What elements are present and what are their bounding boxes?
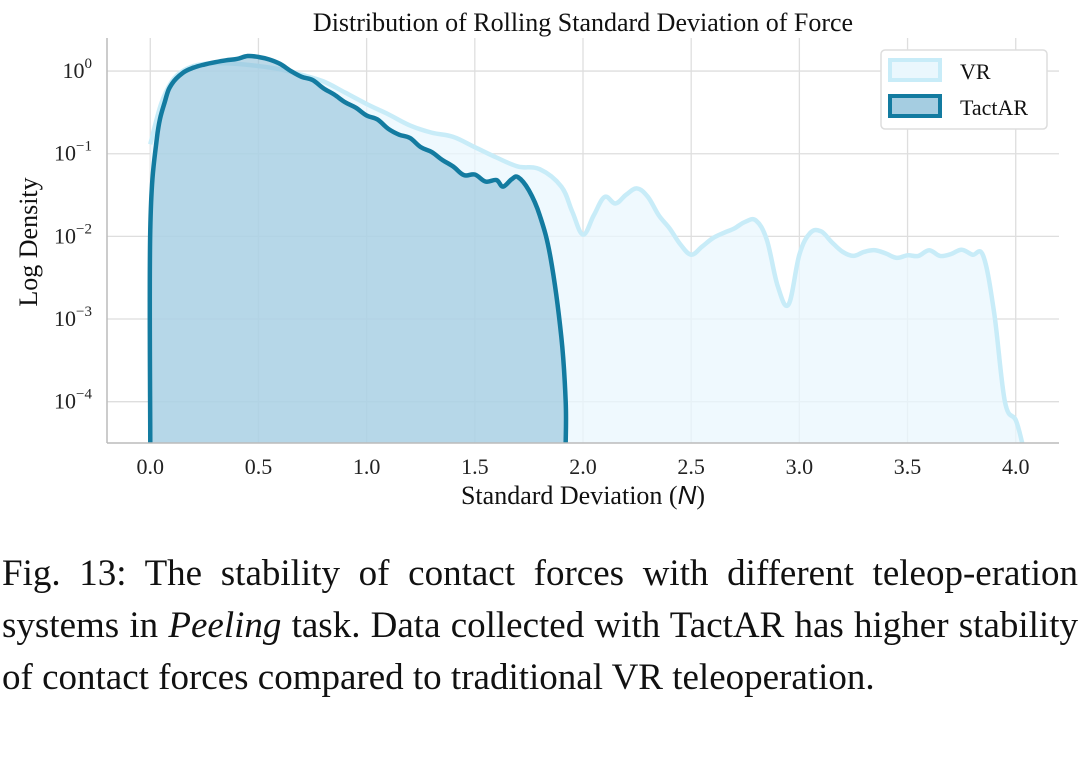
y-tick-exponent: −2 [76, 221, 92, 237]
chart-title: Distribution of Rolling Standard Deviati… [313, 8, 853, 37]
x-tick-label: 1.5 [461, 454, 489, 479]
chart-figure: 0.0 0.5 1.0 1.5 2.0 2.5 3.0 3.5 4.0 100 10−1 10−2 1… [14, 8, 1059, 510]
y-tick-label: 10−1 [54, 139, 92, 166]
x-tick-label: 0.0 [137, 454, 165, 479]
legend-label-vr: VR [960, 59, 991, 84]
x-tick-label: 0.5 [245, 454, 273, 479]
x-tick-label: 3.0 [786, 454, 814, 479]
y-axis-label: Log Density [14, 177, 43, 306]
series-line-vr [148, 60, 1025, 444]
y-tick-exponent: −4 [76, 387, 92, 403]
y-tick-base: 10 [54, 141, 76, 166]
y-tick-label: 10−2 [54, 221, 92, 248]
caption-text-after: task. Data collected with TactAR has hig… [2, 605, 1078, 698]
legend-swatch-tactar [888, 94, 942, 118]
x-tick-labels: 0.0 0.5 1.0 1.5 2.0 2.5 3.0 3.5 4.0 [137, 454, 1030, 479]
legend: VR TactAR [880, 49, 1048, 130]
y-tick-label: 10−4 [54, 387, 92, 414]
legend-swatch-vr [888, 58, 942, 82]
x-tick-label: 3.5 [894, 454, 922, 479]
y-tick-label: 10−3 [54, 304, 92, 331]
y-tick-exponent: 0 [85, 56, 93, 72]
y-tick-label: 100 [63, 56, 93, 83]
y-tick-base: 10 [54, 306, 76, 331]
x-axis-label-prefix: Standard Deviation ( [461, 481, 678, 510]
y-tick-exponent: −3 [76, 304, 92, 320]
y-tick-base: 10 [54, 389, 76, 414]
y-tick-exponent: −1 [76, 139, 92, 155]
axes [106, 38, 1059, 444]
caption-task-name: Peeling [168, 605, 282, 646]
y-tick-base: 10 [63, 58, 85, 83]
y-tick-base: 10 [54, 223, 76, 248]
x-axis-label-unit: N [678, 480, 697, 510]
density-chart: 0.0 0.5 1.0 1.5 2.0 2.5 3.0 3.5 4.0 10010−110−21… [14, 8, 1059, 510]
x-axis-label: Standard Deviation (N) [461, 480, 705, 510]
series-areas [147, 53, 1025, 444]
x-tick-label: 2.0 [569, 454, 597, 479]
caption-text-before: The stability of contact forces with dif… [2, 553, 1078, 646]
x-tick-label: 4.0 [1002, 454, 1030, 479]
caption-label: Fig. 13: [2, 553, 127, 594]
x-axis-label-suffix: ) [696, 481, 705, 510]
x-tick-label: 2.5 [677, 454, 705, 479]
figure-caption: Fig. 13: The stability of contact forces… [2, 548, 1078, 704]
series-fill-tactar [149, 55, 567, 443]
x-tick-label: 1.0 [353, 454, 381, 479]
series-line-tactar [147, 53, 569, 444]
legend-label-tactar: TactAR [960, 95, 1028, 120]
